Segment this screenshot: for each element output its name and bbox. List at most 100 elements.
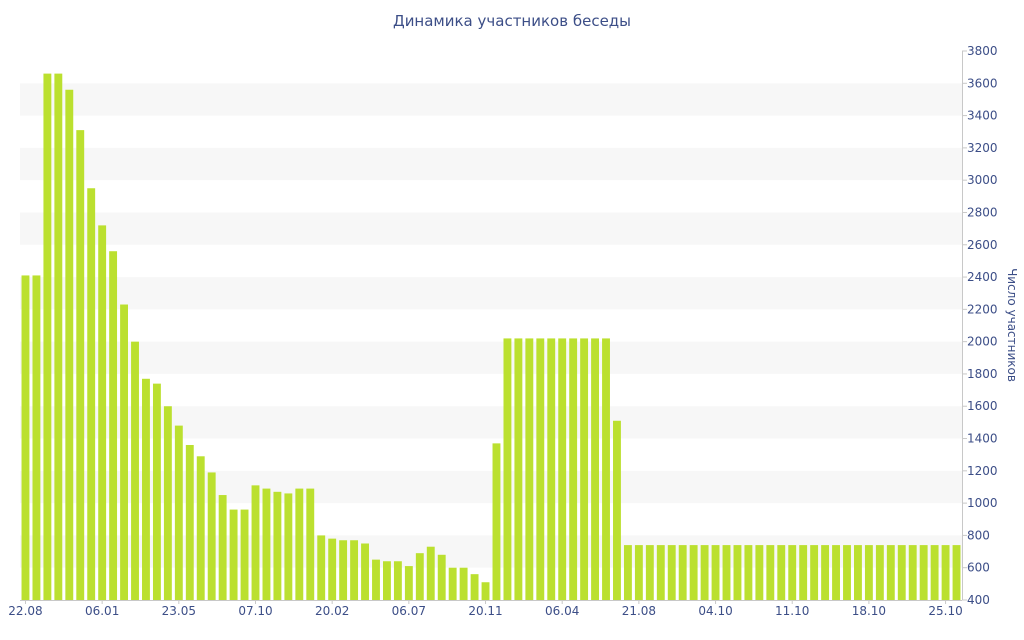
bar	[558, 338, 567, 600]
bar	[744, 545, 753, 600]
bar	[131, 341, 139, 600]
bar	[678, 545, 687, 600]
bar	[733, 545, 742, 600]
bar	[65, 89, 74, 600]
x-tick-label: 22.08	[8, 604, 42, 618]
bar	[21, 275, 30, 600]
bar	[284, 493, 293, 600]
x-tick-label: 18.10	[852, 604, 886, 618]
bar	[185, 444, 194, 600]
bar	[317, 535, 326, 600]
x-tick-label: 20.11	[468, 604, 502, 618]
bar	[393, 561, 402, 600]
bar	[196, 456, 205, 600]
bar	[218, 495, 227, 600]
bar	[700, 545, 709, 600]
bar	[941, 545, 950, 600]
y-tick-label: 3000	[967, 173, 998, 187]
bar	[207, 472, 216, 600]
bar	[569, 338, 578, 600]
bar	[174, 425, 183, 600]
bar	[262, 488, 271, 600]
x-tick-label: 25.10	[928, 604, 962, 618]
y-tick-label: 3600	[967, 76, 998, 90]
bar	[163, 406, 172, 600]
bar	[459, 567, 468, 600]
bar	[897, 545, 906, 600]
y-tick-label: 2400	[967, 270, 998, 284]
x-tick-label: 06.07	[392, 604, 426, 618]
bar	[952, 545, 961, 600]
bar	[295, 488, 304, 600]
bar	[821, 545, 830, 600]
x-tick-label: 06.04	[545, 604, 579, 618]
y-axis-title: Число участников	[1005, 268, 1019, 382]
grid-band	[20, 83, 962, 116]
bar	[251, 485, 260, 600]
y-tick-label: 2600	[967, 238, 998, 252]
y-tick-label: 3400	[967, 109, 998, 123]
x-tick-label: 04.10	[698, 604, 732, 618]
bar	[503, 338, 512, 600]
bar	[492, 443, 501, 600]
bar	[514, 338, 523, 600]
bar	[152, 383, 161, 600]
bar	[240, 509, 249, 600]
grid-band	[20, 277, 962, 310]
bar	[306, 488, 315, 600]
x-tick-label: 06.01	[85, 604, 119, 618]
x-tick-label: 11.10	[775, 604, 809, 618]
bar	[361, 543, 369, 600]
bar	[229, 509, 238, 600]
x-tick-label: 07.10	[238, 604, 272, 618]
y-tick-label: 800	[967, 528, 990, 542]
y-tick-label: 1800	[967, 367, 998, 381]
bar	[415, 553, 424, 600]
grid-band	[20, 535, 962, 568]
grid-band	[20, 341, 962, 374]
bar	[120, 304, 128, 600]
bar	[383, 561, 391, 600]
bar	[755, 545, 764, 600]
x-tick-label: 20.02	[315, 604, 349, 618]
bar	[350, 540, 359, 600]
bar	[580, 338, 589, 600]
bar	[372, 559, 380, 600]
y-tick-label: 3800	[967, 44, 998, 58]
bar	[54, 73, 63, 601]
bar	[623, 545, 632, 600]
bar	[437, 554, 446, 600]
bar	[98, 225, 107, 600]
bar	[591, 338, 599, 600]
bar	[766, 545, 775, 600]
bar	[645, 545, 654, 600]
bar	[404, 566, 413, 600]
bar	[634, 545, 643, 600]
bar	[448, 567, 457, 600]
bar	[602, 338, 610, 600]
grid-band	[20, 147, 962, 181]
bar	[273, 491, 282, 600]
y-tick-label: 3200	[967, 141, 998, 155]
bar	[722, 545, 731, 600]
y-tick-label: 1600	[967, 399, 998, 413]
bar	[919, 545, 928, 600]
bar	[711, 545, 720, 600]
grid-band	[20, 470, 962, 504]
bar	[864, 545, 873, 600]
y-tick-label: 1000	[967, 496, 998, 510]
y-tick-label: 1400	[967, 432, 998, 446]
bar	[908, 545, 917, 600]
bar	[470, 574, 479, 600]
bar	[689, 545, 698, 600]
grid-band	[20, 406, 962, 439]
bar	[481, 582, 490, 600]
bar	[87, 188, 96, 600]
bar	[667, 545, 676, 600]
bar	[810, 545, 819, 600]
bar	[32, 275, 41, 600]
bar	[142, 378, 150, 600]
bar	[76, 130, 85, 600]
